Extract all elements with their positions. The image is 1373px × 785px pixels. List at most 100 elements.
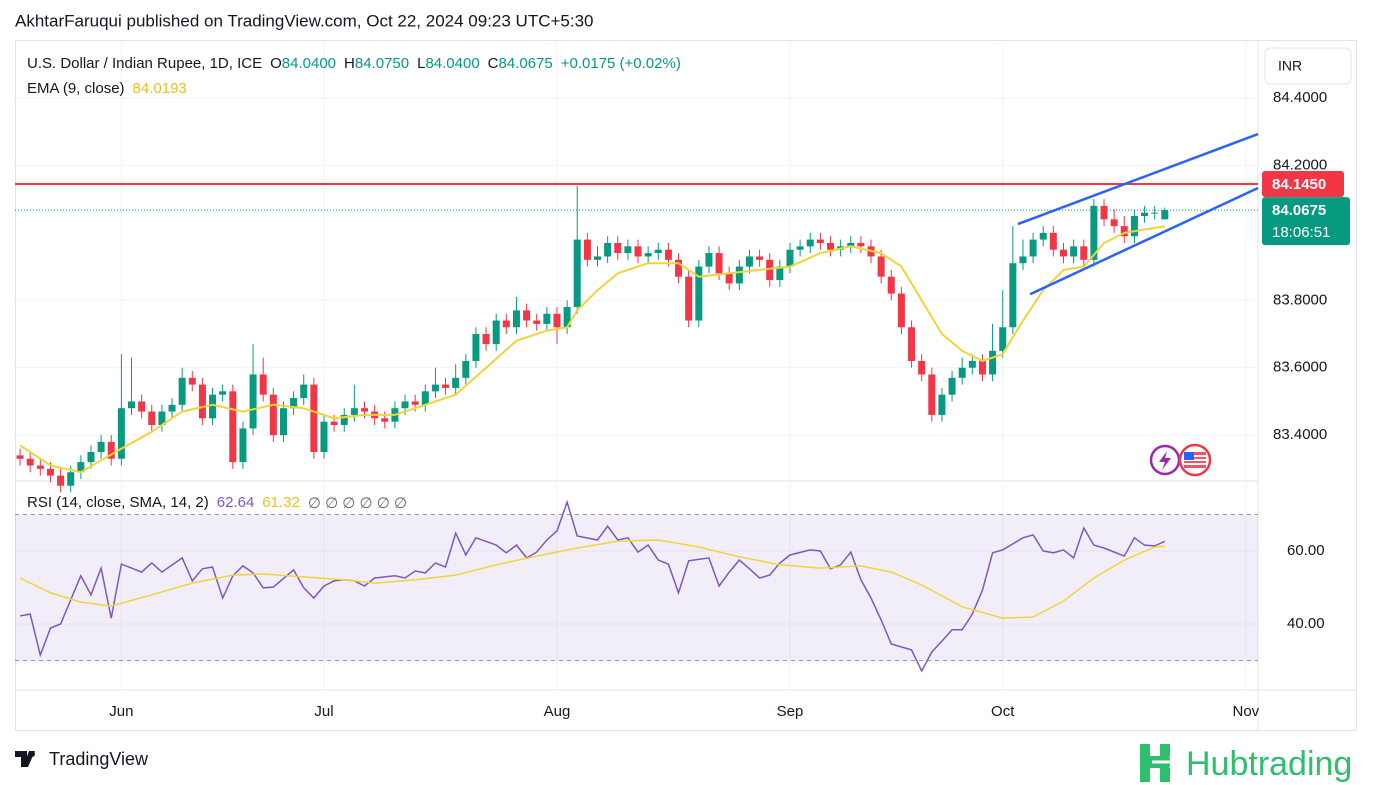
currency-box[interactable] — [1264, 47, 1352, 85]
y-tick-label: 83.6000 — [1273, 359, 1327, 376]
candle-body — [148, 411, 156, 426]
candle-body — [593, 256, 601, 260]
candle-body — [563, 307, 571, 328]
candle-body — [97, 441, 105, 453]
ema-legend: EMA (9, close) 84.0193 — [27, 80, 195, 97]
symbol: U.S. Dollar / Indian Rupee, 1D, ICE — [27, 55, 263, 72]
candle-body — [350, 408, 358, 415]
candle-body — [543, 313, 551, 324]
candle-body — [573, 239, 581, 308]
candle-body — [259, 374, 267, 395]
candle-body — [816, 239, 824, 243]
candle-body — [786, 249, 794, 267]
candle-body — [1070, 246, 1078, 257]
candle-body — [826, 242, 834, 250]
icons — [1149, 443, 1212, 477]
countdown: 18:06:51 — [1272, 224, 1330, 241]
ohlc-key: H — [344, 55, 355, 72]
rsi-value: 62.64 — [216, 494, 255, 511]
candle-body — [806, 239, 814, 247]
candle-body — [918, 360, 926, 375]
ohlc-key: L — [417, 55, 426, 72]
candle-body — [654, 249, 662, 254]
candle-body — [421, 391, 429, 405]
channel-line — [1029, 186, 1259, 296]
currency: INR — [1278, 58, 1302, 74]
candle-body — [958, 367, 966, 378]
ohlc-value: 84.0675 — [498, 55, 553, 72]
candle-body — [999, 327, 1007, 351]
ema-line — [19, 225, 1165, 474]
candle-body — [117, 408, 125, 459]
ema-value: 84.0193 — [132, 80, 187, 97]
level-badge — [1262, 170, 1344, 197]
ema-name: EMA (9, close) — [27, 80, 125, 97]
candle-body — [452, 377, 460, 388]
candle-body — [330, 421, 338, 426]
candle-body — [857, 242, 865, 247]
rsi-line — [19, 539, 1165, 619]
brand: TradingView — [49, 749, 149, 769]
tradingview-logo — [15, 751, 35, 767]
candle-body — [26, 458, 34, 466]
candle-body — [887, 276, 895, 294]
candle-body — [634, 246, 642, 257]
watermark: Hubtrading — [1186, 745, 1352, 783]
x-tick-label: Sep — [777, 703, 804, 720]
candle-body — [928, 374, 936, 415]
candle-body — [431, 384, 439, 392]
candle-body — [735, 266, 743, 284]
candle-body — [796, 246, 804, 250]
candle-body — [1009, 263, 1017, 328]
candle-body — [1080, 246, 1088, 260]
hubtrading-logo — [1140, 744, 1180, 782]
candle-body — [57, 475, 65, 486]
candle-body — [472, 334, 480, 361]
candle-body — [168, 404, 176, 412]
candle-body — [1141, 212, 1149, 216]
candle-body — [1110, 219, 1118, 227]
candle-body — [279, 408, 287, 436]
y-tick-label: 84.4000 — [1273, 89, 1327, 106]
y-tick-label: 83.4000 — [1273, 426, 1327, 443]
frame — [15, 40, 1357, 731]
candle-body — [756, 256, 764, 260]
candle-body — [46, 468, 54, 476]
x-tick-label: Jun — [109, 703, 133, 720]
candle-body — [644, 253, 652, 257]
candle-body — [1029, 239, 1037, 257]
candle-body — [209, 394, 217, 419]
candle-body — [360, 408, 368, 412]
icon — [1184, 452, 1194, 460]
candle-body — [502, 320, 510, 328]
candle-body — [604, 242, 612, 257]
candle-body — [847, 242, 855, 247]
candle-body — [178, 377, 186, 405]
rsi-band — [15, 514, 1258, 661]
candle-body — [908, 327, 916, 361]
candle-body — [685, 276, 693, 321]
candle-body — [1090, 205, 1098, 260]
candle-body — [77, 462, 85, 473]
change: +0.0175 (+0.02%) — [560, 55, 681, 72]
x-tick-label: Aug — [544, 703, 571, 720]
ohlc-value: 84.0400 — [281, 55, 337, 72]
candle-body — [553, 313, 561, 328]
level-label: 84.1450 — [1272, 176, 1326, 193]
y-tick-label: 60.00 — [1287, 542, 1325, 559]
candle-body — [381, 418, 389, 422]
candle-body — [188, 377, 196, 385]
candle-body — [989, 350, 997, 375]
symbol-legend: U.S. Dollar / Indian Rupee, 1D, ICE O 84.… — [27, 55, 689, 72]
publisher: AkhtarFaruqui published on TradingView.c… — [15, 11, 594, 30]
candle-body — [664, 249, 672, 260]
candle-body — [229, 391, 237, 463]
candle-body — [1120, 226, 1128, 237]
candle-body — [290, 398, 298, 409]
logo-mark — [1152, 754, 1180, 770]
candle-body — [1100, 205, 1108, 220]
candle-body — [36, 465, 44, 469]
candle-body — [533, 320, 541, 324]
candle-body — [442, 384, 450, 388]
